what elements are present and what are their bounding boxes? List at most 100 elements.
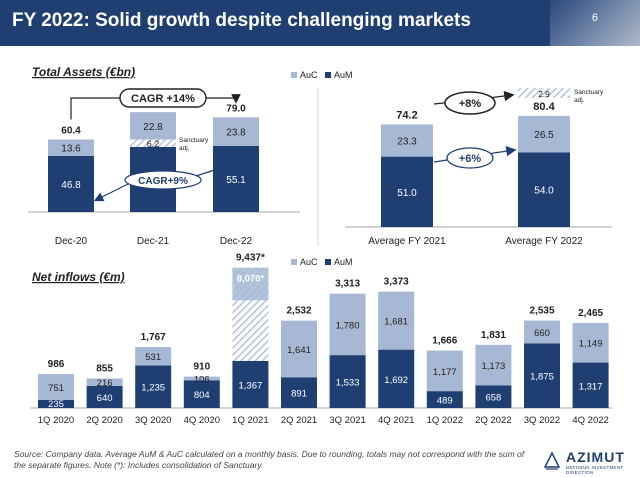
growth-aum-label: +6%	[459, 153, 482, 165]
net-inflows-aum-bar	[426, 391, 463, 408]
net-inflows-aum-label: 658	[485, 393, 501, 404]
net-inflows-aum-bar	[572, 362, 609, 408]
net-inflows-category-label: 3Q 2020	[135, 415, 171, 426]
net-inflows-legend-auc-swatch	[291, 259, 297, 265]
net-inflows-category-label: 3Q 2021	[329, 415, 365, 426]
total-assets-sanctuary-bar	[130, 139, 176, 147]
net-inflows-total-label: 9,437*	[236, 253, 265, 264]
net-inflows-category-label: 2Q 2021	[281, 415, 317, 426]
net-inflows-aum-bar	[135, 365, 172, 408]
net-inflows-total-label: 1,831	[481, 330, 506, 341]
total-assets-legend-auc-label: AuC	[300, 70, 318, 80]
net-inflows-aum-label: 1,317	[579, 381, 603, 392]
page-number: 6	[591, 12, 598, 24]
net-inflows-category-label: 1Q 2020	[38, 415, 74, 426]
net-inflows-total-label: 2,465	[578, 308, 603, 319]
azimut-logo-icon	[543, 451, 561, 470]
average-assets-category-label: Average FY 2021	[368, 236, 446, 247]
net-inflows-auc-label: 106	[194, 374, 210, 385]
net-inflows-total-label: 3,373	[384, 277, 409, 288]
average-assets-total-label: 74.2	[396, 109, 417, 121]
slide-title: FY 2022: Solid growth despite challengin…	[12, 10, 471, 31]
total-assets-aum-bar	[213, 145, 259, 212]
brand-tagline: DEFINING INVESTMENT DIRECTION	[566, 465, 624, 475]
cagr-total-label: CAGR +14%	[131, 93, 195, 105]
net-inflows-auc-label: 751	[48, 383, 64, 394]
total-assets-auc-label: 13.6	[61, 144, 81, 155]
total-assets-aum-label: 55.1	[226, 175, 246, 186]
net-inflows-aum-label: 235	[48, 399, 64, 410]
cagr-aum-arrow-right	[195, 160, 239, 177]
net-inflows-auc-label: 1,681	[384, 317, 408, 328]
average-assets-auc-bar	[518, 115, 570, 153]
net-inflows-total-label: 1,767	[141, 332, 166, 343]
total-assets-auc-label: 23.8	[226, 128, 246, 139]
net-inflows-category-label: 4Q 2021	[378, 415, 414, 426]
net-inflows-aum-bar	[232, 360, 269, 408]
net-inflows-auc-bar-top	[232, 267, 269, 301]
cagr-aum-pill	[124, 170, 202, 190]
growth-total-label: +8%	[459, 98, 482, 110]
net-inflows-aum-label: 1,875	[530, 372, 554, 383]
net-inflows-total-label: 3,313	[335, 279, 360, 290]
net-inflows-category-label: 3Q 2022	[524, 415, 560, 426]
net-inflows-auc-bar	[86, 378, 123, 386]
net-inflows-aum-label: 804	[194, 390, 210, 401]
average-assets-total-label: 80.4	[533, 101, 555, 113]
cagr-total-pill	[119, 88, 207, 108]
net-inflows-auc-bar	[329, 293, 366, 356]
net-inflows-category-label: 4Q 2022	[572, 415, 608, 426]
average-assets-auc-bar	[381, 124, 433, 157]
net-inflows-aum-bar	[281, 377, 317, 408]
total-assets-category-label: Dec-20	[55, 236, 88, 247]
growth-aum-pill	[446, 147, 494, 169]
net-inflows-auc-bar	[475, 344, 512, 386]
average-assets-sanctuary-note-2: adj.	[574, 97, 585, 104]
total-assets-sanctuary-note: Sanctuary	[179, 137, 209, 144]
average-assets-aum-bar	[518, 152, 570, 227]
net-inflows-legend-auc-label: AuC	[300, 257, 318, 267]
net-inflows-aum-bar	[183, 380, 220, 408]
net-inflows-category-label: 1Q 2022	[427, 415, 463, 426]
net-inflows-aum-label: 1,235	[141, 383, 165, 394]
net-inflows-category-label: 2Q 2020	[86, 415, 122, 426]
average-assets-sanctuary-note: Sanctuary	[574, 89, 604, 96]
net-inflows-auc-label: 8,070*	[237, 274, 265, 285]
net-inflows-auc-bar	[524, 320, 560, 344]
net-inflows-total-label: 2,532	[286, 306, 311, 317]
total-assets-auc-bar	[130, 112, 176, 140]
net-inflows-category-label: 4Q 2020	[184, 415, 220, 426]
net-inflows-total-label: 986	[48, 359, 65, 370]
net-inflows-total-label: 2,535	[529, 306, 554, 317]
net-inflows-auc-label: 1,641	[287, 345, 311, 356]
net-inflows-category-label: 2Q 2022	[475, 415, 511, 426]
net-inflows-aum-label: 1,367	[239, 380, 263, 391]
header-photo	[550, 0, 640, 46]
cagr-aum-arrow-left	[93, 182, 131, 202]
source-note: Source: Company data. Average AuM & AuC …	[14, 449, 525, 470]
average-assets-auc-label: 23.3	[397, 137, 417, 148]
net-inflows-legend-aum-label: AuM	[334, 257, 353, 267]
average-assets-category-label: Average FY 2022	[505, 236, 583, 247]
cagr-aum-label: CAGR+9%	[138, 176, 188, 187]
total-assets-legend-auc-swatch	[291, 72, 297, 78]
net-inflows-total-label: 1,666	[432, 336, 457, 347]
net-inflows-total-label: 910	[193, 362, 210, 373]
net-inflows-auc-bar	[572, 322, 609, 363]
total-assets-sanctuary-label: 6.2	[147, 139, 160, 149]
net-inflows-auc-bar	[135, 347, 172, 366]
net-inflows-auc-label: 1,173	[482, 361, 506, 372]
net-inflows-aum-bar	[378, 349, 415, 408]
net-inflows-aum-label: 1,692	[384, 375, 408, 386]
total-assets-legend-aum-label: AuM	[334, 70, 353, 80]
net-inflows-auc-bar	[183, 376, 220, 381]
net-inflows-auc-label: 1,149	[579, 339, 603, 350]
net-inflows-aum-bar	[38, 399, 74, 408]
charts-canvas: Total Assets (€bn) AuC AuM 46.8 13.6 60.4 Dec-…	[28, 65, 612, 426]
net-inflows-auc-label: 1,780	[336, 320, 360, 331]
net-inflows-legend-aum-swatch	[325, 259, 331, 265]
total-assets-aum-bar	[48, 155, 94, 212]
slide-header: FY 2022: Solid growth despite challengin…	[0, 0, 640, 46]
net-inflows-aum-bar	[329, 355, 366, 408]
average-assets-sanctuary-label: 2.9	[538, 89, 550, 99]
